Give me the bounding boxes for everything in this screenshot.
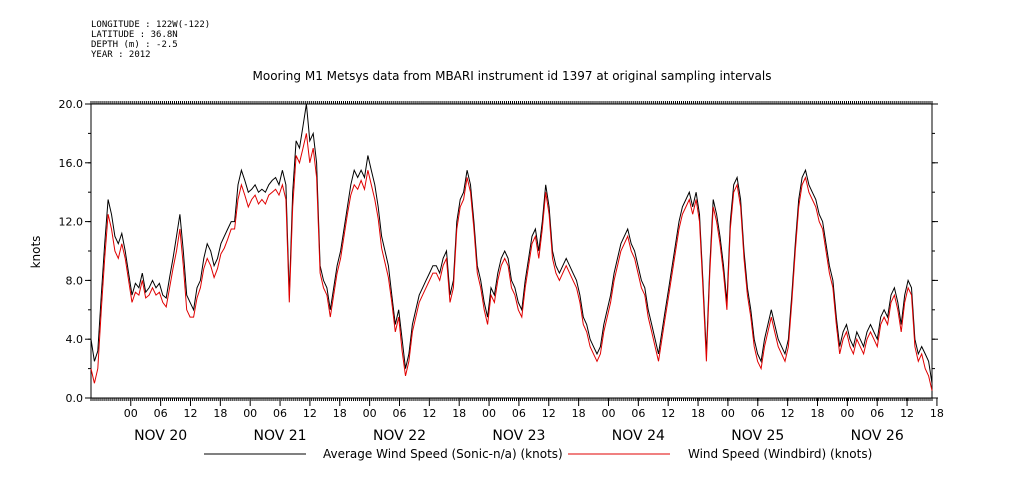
- x-hour-label: 18: [810, 407, 824, 420]
- longitude-text: LONGITUDE : 122W(-122): [91, 20, 211, 30]
- y-tick-label: 8.0: [66, 274, 84, 287]
- x-hour-label: 00: [721, 407, 735, 420]
- x-hour-label: 00: [601, 407, 615, 420]
- x-hour-label: 06: [870, 407, 884, 420]
- x-hour-label: 00: [363, 407, 377, 420]
- x-hour-label: 18: [333, 407, 347, 420]
- x-hour-label: 18: [452, 407, 466, 420]
- series-layer: [90, 103, 933, 391]
- y-tick-label: 16.0: [59, 157, 84, 170]
- x-hour-label: 06: [154, 407, 168, 420]
- x-hour-label: 12: [900, 407, 914, 420]
- x-hour-label: 12: [661, 407, 675, 420]
- x-hour-label: 06: [631, 407, 645, 420]
- x-day-label: NOV 20: [134, 428, 187, 444]
- axis-ticks: [85, 101, 938, 406]
- x-hour-label: 18: [213, 407, 227, 420]
- plot-frame: [90, 103, 933, 399]
- x-hour-label: 12: [303, 407, 317, 420]
- x-hour-label: 06: [751, 407, 765, 420]
- x-day-label: NOV 26: [851, 428, 904, 444]
- x-hour-label: 12: [183, 407, 197, 420]
- x-day-label: NOV 23: [492, 428, 545, 444]
- y-axis-label: knots: [29, 236, 43, 269]
- chart-title: Mooring M1 Metsys data from MBARI instru…: [253, 69, 772, 83]
- legend: Average Wind Speed (Sonic-n/a) (knots) W…: [204, 447, 872, 461]
- x-hour-label: 12: [542, 407, 556, 420]
- x-hour-label: 12: [422, 407, 436, 420]
- x-hour-label: 06: [273, 407, 287, 420]
- y-tick-label: 20.0: [59, 98, 84, 111]
- legend-label-windbird: Wind Speed (Windbird) (knots): [688, 447, 872, 461]
- x-hour-label: 12: [781, 407, 795, 420]
- x-hour-label: 06: [392, 407, 406, 420]
- x-day-label: NOV 25: [731, 428, 784, 444]
- x-hour-label: 18: [572, 407, 586, 420]
- x-hour-label: 00: [243, 407, 257, 420]
- x-hour-label: 18: [930, 407, 944, 420]
- y-tick-label: 12.0: [59, 216, 84, 229]
- x-hour-label: 00: [124, 407, 138, 420]
- x-hour-label: 00: [840, 407, 854, 420]
- y-tick-label: 0.0: [66, 392, 84, 405]
- series-line-windbird: [90, 133, 933, 391]
- y-tick-label: 4.0: [66, 333, 84, 346]
- depth-text: DEPTH (m) : -2.5: [91, 40, 178, 50]
- metadata-block: LONGITUDE : 122W(-122) LATITUDE : 36.8N …: [91, 20, 210, 60]
- x-day-label: NOV 21: [254, 428, 307, 444]
- x-day-label: NOV 24: [612, 428, 665, 444]
- legend-label-average: Average Wind Speed (Sonic-n/a) (knots): [323, 447, 563, 461]
- x-hour-label: 00: [482, 407, 496, 420]
- axis-tick-labels: 0.0 4.0 8.0 12.0 16.0 20.0 00 06 12 18 00 06 12 18 00 0…: [59, 98, 944, 444]
- x-day-label: NOV 22: [373, 428, 426, 444]
- x-hour-label: 18: [691, 407, 705, 420]
- year-text: YEAR : 2012: [91, 50, 151, 60]
- series-line-average-wind: [90, 103, 933, 384]
- latitude-text: LATITUDE : 36.8N: [91, 30, 178, 40]
- x-hour-label: 06: [512, 407, 526, 420]
